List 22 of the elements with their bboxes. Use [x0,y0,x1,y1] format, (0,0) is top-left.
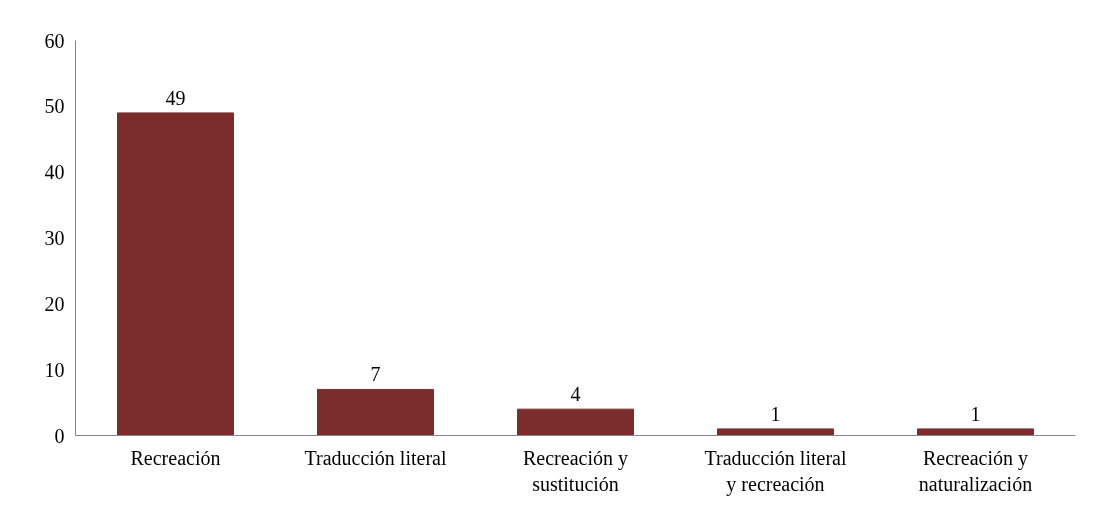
x-tick-label: Recreación y sustitución [523,446,628,495]
bar [317,388,434,436]
y-tick-label: 10 [44,358,65,381]
y-tick-label: 20 [44,292,65,315]
y-tick-label: 0 [54,424,65,447]
data-label: 49 [165,86,186,109]
bar [517,408,634,436]
bar [717,428,834,436]
y-tick-label: 60 [44,29,65,52]
x-tick-label: Traducción literal y recreación [704,446,847,496]
bar [117,112,234,436]
y-tick-label: 50 [44,95,65,118]
data-label: 4 [570,383,581,406]
x-tick-label: Recreación [130,446,221,469]
x-tick-label: Recreación y naturalización [918,446,1033,495]
x-tick-label: Traducción literal [304,446,447,469]
data-label: 1 [970,402,981,425]
data-label: 7 [370,363,381,386]
data-label: 1 [770,402,781,425]
y-tick-label: 40 [44,161,65,184]
bar [917,428,1034,436]
y-tick-label: 30 [44,227,65,249]
